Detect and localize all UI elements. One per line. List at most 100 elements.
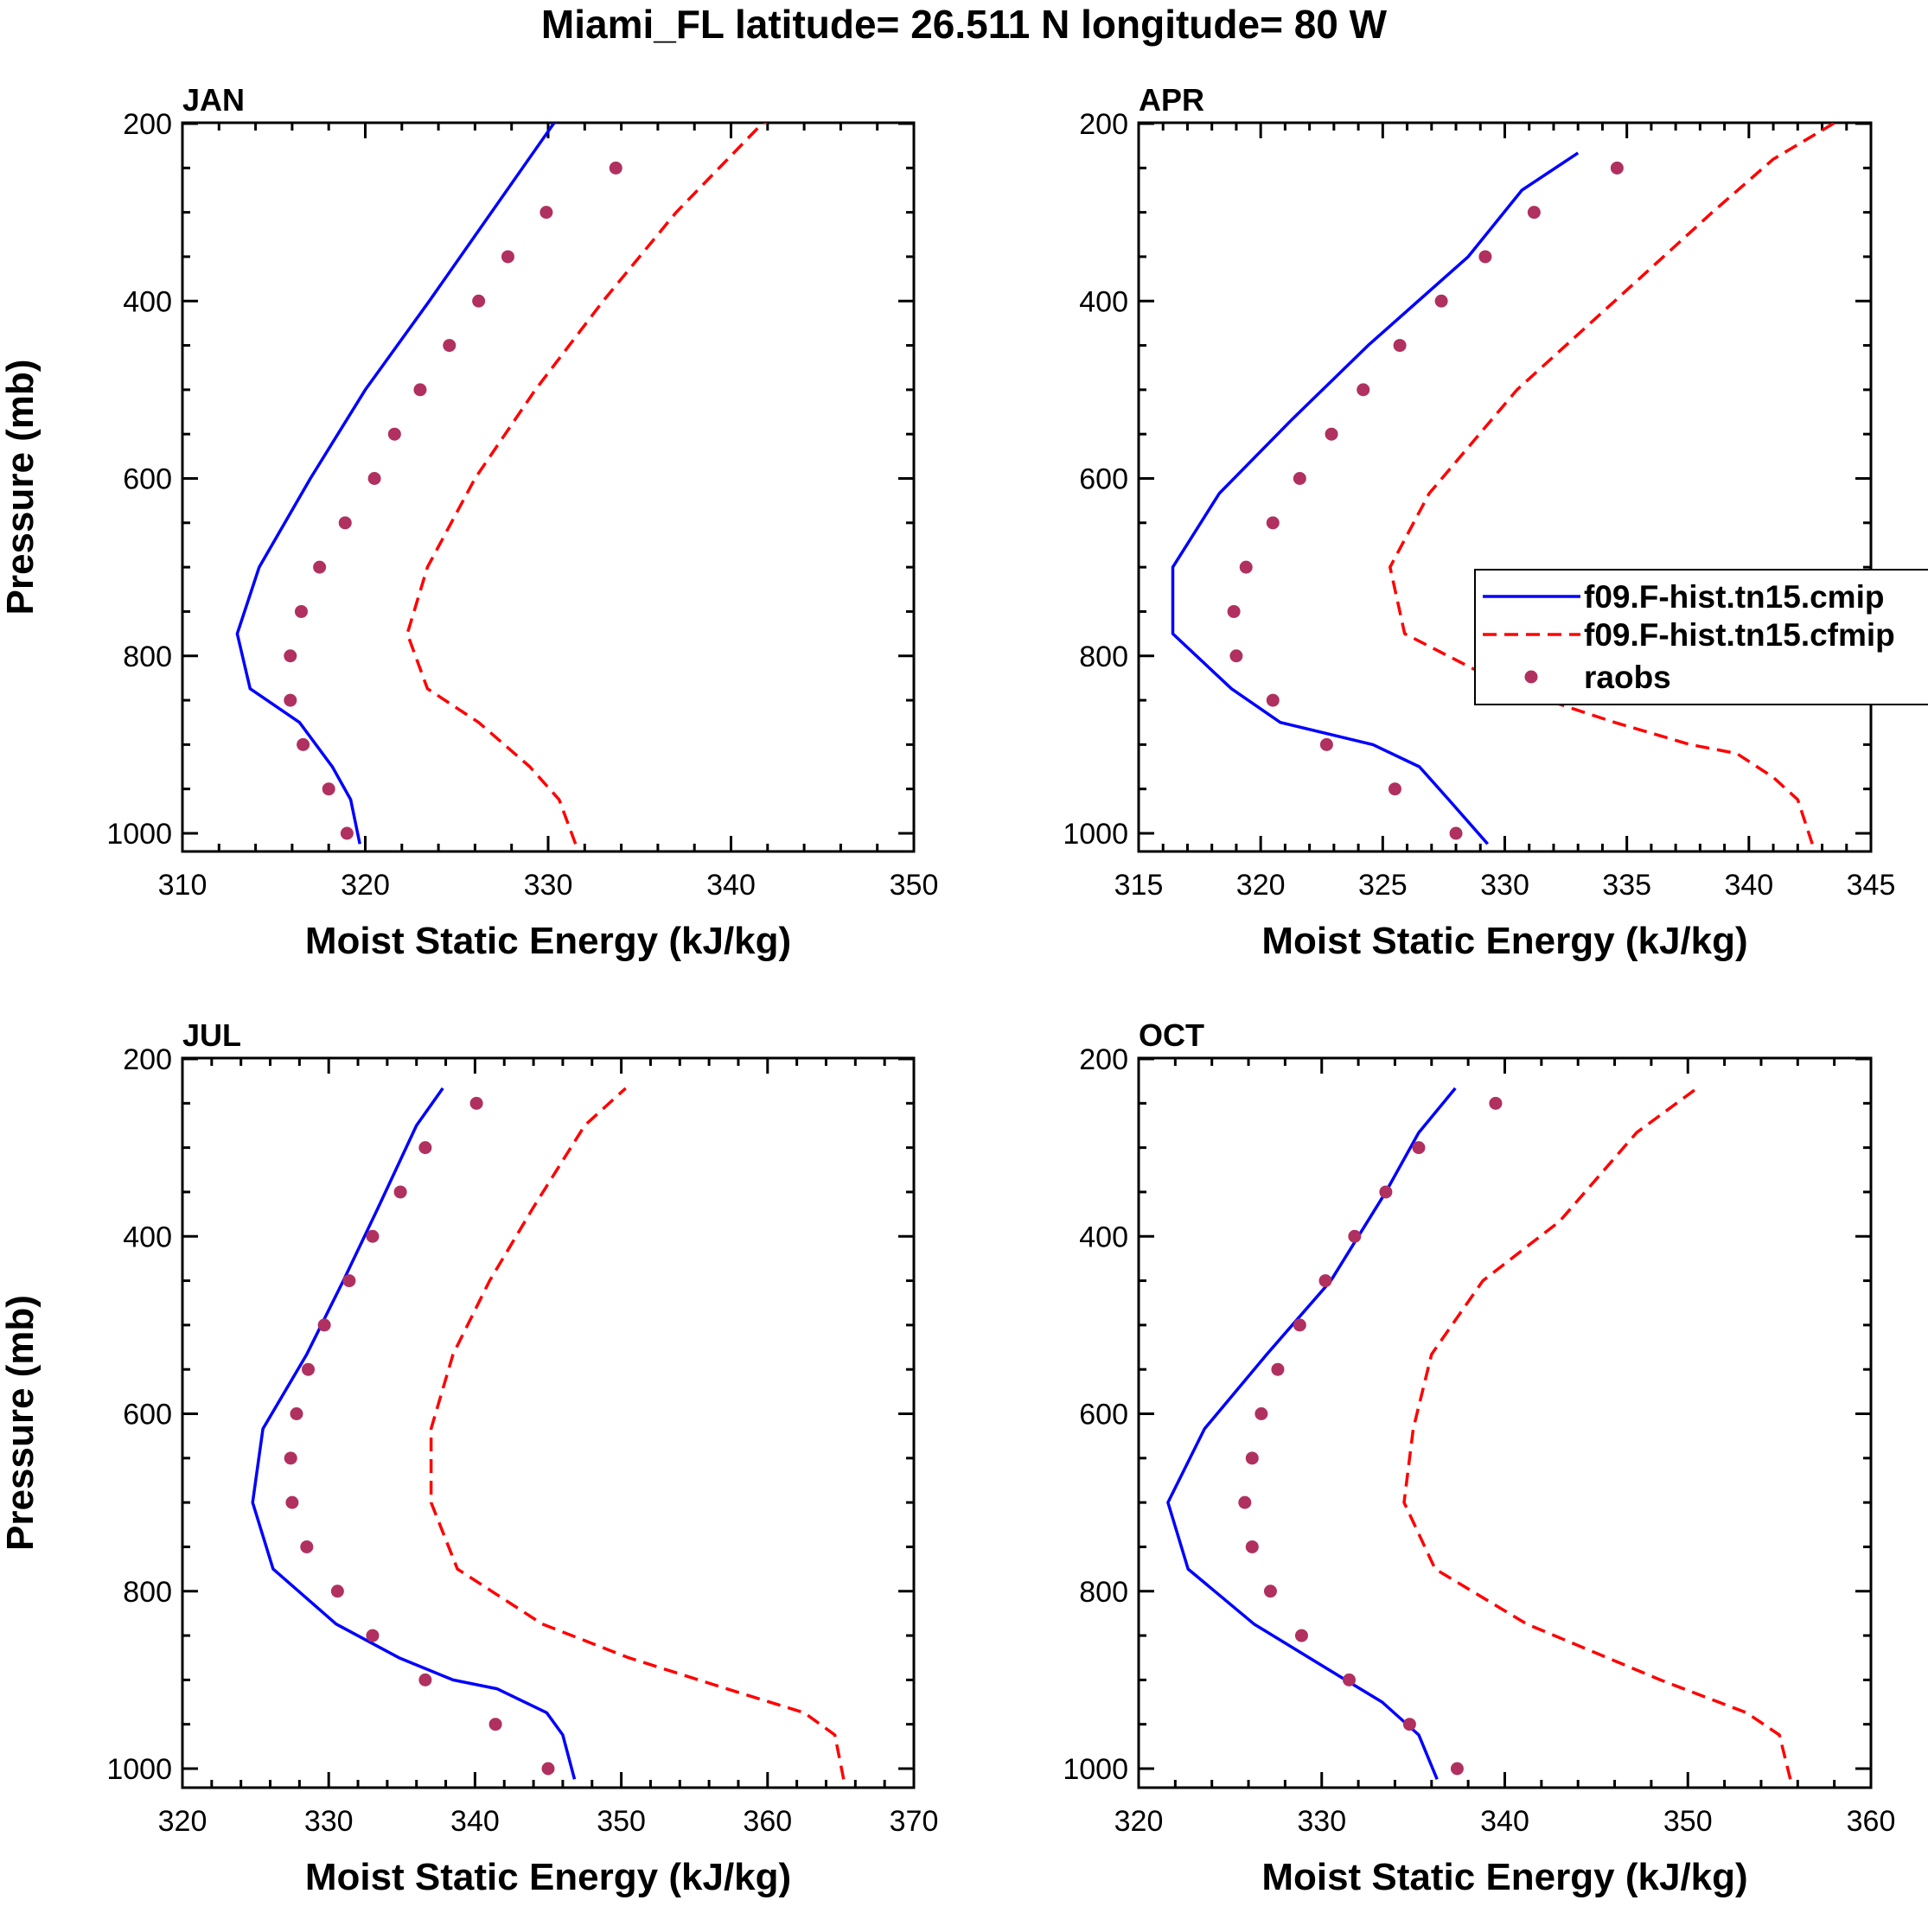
x-tick-label: 330: [524, 869, 573, 902]
y-tick-label: 200: [1079, 108, 1128, 141]
panel-jul: 320 330 340 350 360 370 200 400 600 800 1000 JUL Moi…: [0, 1017, 938, 1898]
x-tick-label: 320: [1114, 1805, 1164, 1838]
raobs-point: [290, 1407, 303, 1420]
raobs-point: [317, 1318, 331, 1332]
raobs-point: [1294, 1629, 1308, 1642]
raobs-point: [285, 1495, 299, 1509]
raobs-point: [1266, 516, 1280, 530]
raobs-point: [1402, 1718, 1416, 1731]
y-tick-label: 400: [123, 285, 172, 318]
x-axis-label: Moist Static Energy (kJ/kg): [305, 1856, 791, 1898]
raobs-point: [330, 1584, 344, 1598]
raobs-point: [1293, 472, 1306, 485]
y-tick-label: 1000: [106, 818, 172, 851]
legend-box: [1474, 569, 1928, 705]
cmip-series-line: [235, 123, 559, 845]
raobs-point: [340, 826, 354, 840]
x-tick-label: 370: [890, 1805, 939, 1838]
panel-oct: 320 330 340 350 360 200 400 600 800 1000 OCT Moist …: [1063, 1017, 1895, 1898]
cfmip-series-line: [1389, 123, 1838, 845]
x-tick-label: 360: [743, 1805, 792, 1838]
raobs-point: [1325, 427, 1338, 441]
raobs-point: [1527, 206, 1541, 220]
raobs-point: [366, 1229, 380, 1243]
y-tick-label: 200: [1079, 1043, 1128, 1076]
plot-frame: [1137, 121, 1873, 853]
x-tick-label: 325: [1358, 869, 1408, 902]
raobs-point: [393, 1185, 407, 1199]
cfmip-series-line: [429, 1087, 846, 1780]
raobs-point: [1271, 1362, 1285, 1376]
series-group: [1171, 123, 1838, 845]
plot-frame: [1137, 1056, 1873, 1789]
legend: f09.F-hist.tn15.cmipf09.F-hist.tn15.cfmi…: [1474, 569, 1928, 705]
y-tick-label: 800: [1079, 1576, 1128, 1609]
y-tick-label: 600: [123, 463, 172, 496]
x-tick-label: 340: [1480, 1805, 1529, 1838]
x-tick-label: 330: [304, 1805, 354, 1838]
x-axis-label: Moist Static Energy (kJ/kg): [1261, 1856, 1747, 1898]
raobs-point: [1489, 1096, 1503, 1110]
panel-jan: 310 320 330 340 350 200 400 600 800 1000 JAN Moist …: [0, 82, 938, 962]
raobs-point: [1229, 649, 1243, 663]
cfmip-series-line: [405, 123, 769, 845]
x-tick-label: 340: [1724, 869, 1773, 902]
y-tick-label: 400: [1079, 285, 1128, 318]
x-tick-label: 340: [450, 1805, 500, 1838]
raobs-point: [609, 161, 622, 175]
x-axis-label: Moist Static Energy (kJ/kg): [1261, 920, 1747, 962]
raobs-point: [1450, 1762, 1464, 1776]
cfmip-series-line: [1402, 1087, 1792, 1780]
panel-title: OCT: [1139, 1017, 1204, 1053]
raobs-point: [1318, 1274, 1332, 1288]
y-tick-label: 800: [123, 1576, 172, 1609]
raobs-point: [1266, 693, 1280, 707]
x-tick-label: 320: [1236, 869, 1286, 902]
y-tick-label: 600: [123, 1399, 172, 1431]
raobs-point: [418, 1673, 432, 1687]
raobs-point: [1293, 1318, 1306, 1332]
raobs-point: [1238, 1495, 1252, 1509]
raobs-point: [367, 472, 381, 485]
raobs-point: [313, 560, 327, 574]
y-tick-label: 1000: [1063, 1753, 1128, 1786]
x-tick-label: 350: [890, 869, 939, 902]
y-tick-label: 400: [1079, 1221, 1128, 1253]
raobs-point: [1254, 1407, 1268, 1420]
raobs-point: [1239, 560, 1253, 574]
x-tick-label: 320: [158, 1805, 207, 1838]
raobs-point: [539, 206, 553, 220]
x-tick-label: 310: [158, 869, 207, 902]
panel-title: JAN: [182, 82, 245, 118]
plot-frame: [181, 121, 916, 853]
legend-swatch-raobs: [1524, 670, 1538, 684]
raobs-point: [342, 1274, 356, 1288]
raobs-point: [488, 1718, 502, 1731]
x-tick-label: 315: [1114, 869, 1164, 902]
raobs-point: [472, 294, 486, 308]
raobs-point: [1343, 1673, 1357, 1687]
x-tick-label: 330: [1297, 1805, 1346, 1838]
y-tick-label: 200: [123, 1043, 172, 1076]
raobs-point: [387, 427, 401, 441]
raobs-point: [1412, 1141, 1426, 1155]
raobs-point: [1357, 383, 1370, 397]
y-tick-label: 400: [123, 1221, 172, 1253]
raobs-point: [297, 737, 310, 751]
x-tick-label: 330: [1480, 869, 1529, 902]
x-tick-label: 340: [706, 869, 756, 902]
raobs-point: [413, 383, 427, 397]
raobs-point: [284, 693, 297, 707]
x-tick-label: 320: [341, 869, 390, 902]
raobs-point: [338, 516, 352, 530]
x-tick-label: 360: [1847, 1805, 1896, 1838]
raobs-point: [1245, 1451, 1259, 1465]
raobs-point: [1319, 737, 1333, 751]
y-tick-label: 800: [123, 641, 172, 673]
raobs-point: [284, 649, 297, 663]
legend-label: f09.F-hist.tn15.cfmip: [1584, 617, 1895, 653]
panel-title: APR: [1139, 82, 1204, 118]
panel-apr: 315 320 325 330 335 340 345 200 400 600 800 1000 APR…: [1063, 82, 1895, 962]
